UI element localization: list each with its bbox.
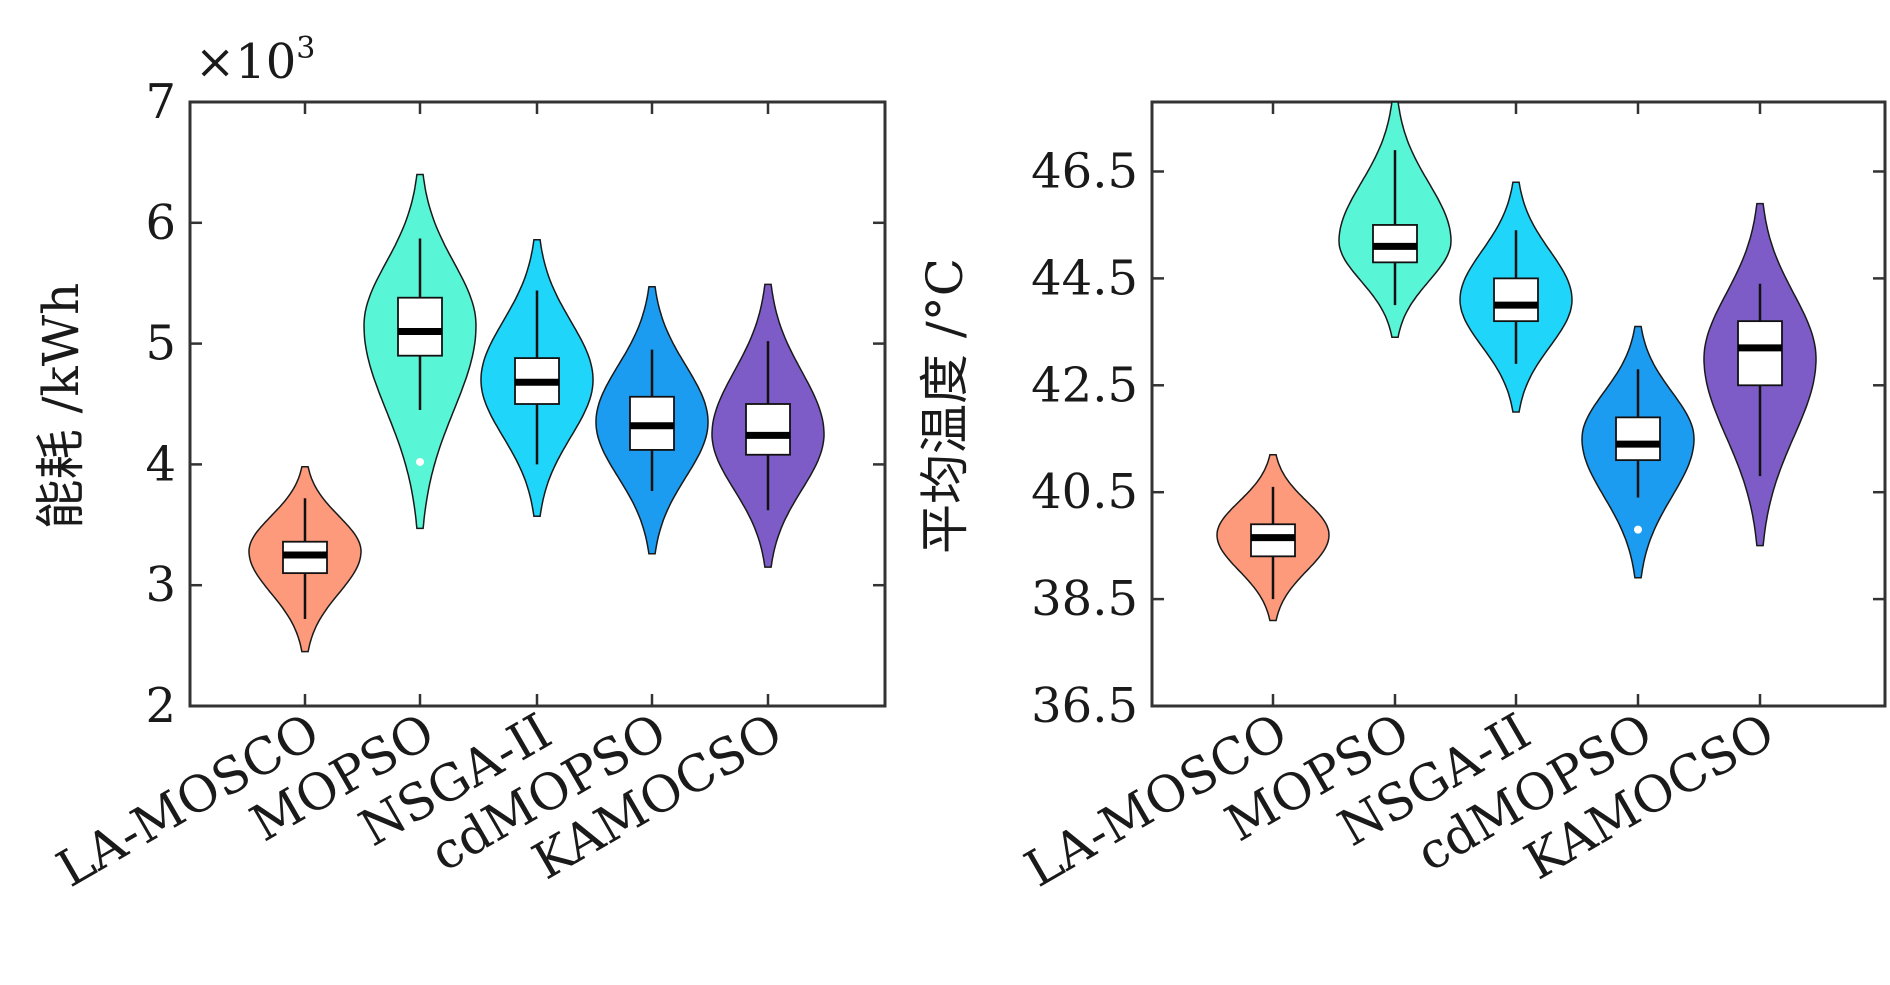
box-cdmopso (1615, 416, 1661, 462)
temperature-y-axis-label: 平均温度 /°C (916, 258, 974, 554)
energy-y-tick-label: 5 (145, 316, 176, 372)
box-kamocso (1737, 320, 1783, 387)
box-mopso (397, 296, 443, 357)
box-kamocso (745, 403, 791, 456)
energy-exponent-base: ×10 (195, 34, 296, 90)
energy-y-tick-label: 2 (145, 678, 176, 734)
energy-y-axis-label: 能耗 /kWh (32, 283, 90, 530)
temperature-plot-frame (1150, 100, 1887, 708)
outlier-mopso (416, 457, 424, 466)
energy-y-tick-label: 3 (145, 557, 176, 613)
outlier-cdmopso (1634, 525, 1642, 534)
temperature-y-tick-label: 36.5 (1031, 678, 1138, 734)
energy-exponent-label: ×103 (195, 31, 315, 90)
temperature-y-tick-label: 42.5 (1031, 357, 1138, 413)
energy-exponent-power: 3 (296, 31, 315, 66)
energy-y-tick-label: 6 (145, 195, 176, 251)
energy-y-tick-label: 7 (145, 74, 176, 130)
temperature-violin-panel: 平均温度 /°C 36.538.540.542.544.546.5LA-MOSC… (916, 100, 1887, 898)
energy-y-tick-label: 4 (145, 436, 176, 492)
energy-violin-panel: 能耗 /kWh ×103 234567LA-MOSCOMOPSONSGA-IIc… (32, 31, 887, 898)
temperature-y-tick-label: 46.5 (1031, 143, 1138, 199)
temperature-y-tick-label: 44.5 (1031, 250, 1138, 306)
box-nsga-ii (1493, 277, 1539, 323)
temperature-y-tick-label: 40.5 (1031, 464, 1138, 520)
temperature-y-tick-label: 38.5 (1031, 571, 1138, 627)
